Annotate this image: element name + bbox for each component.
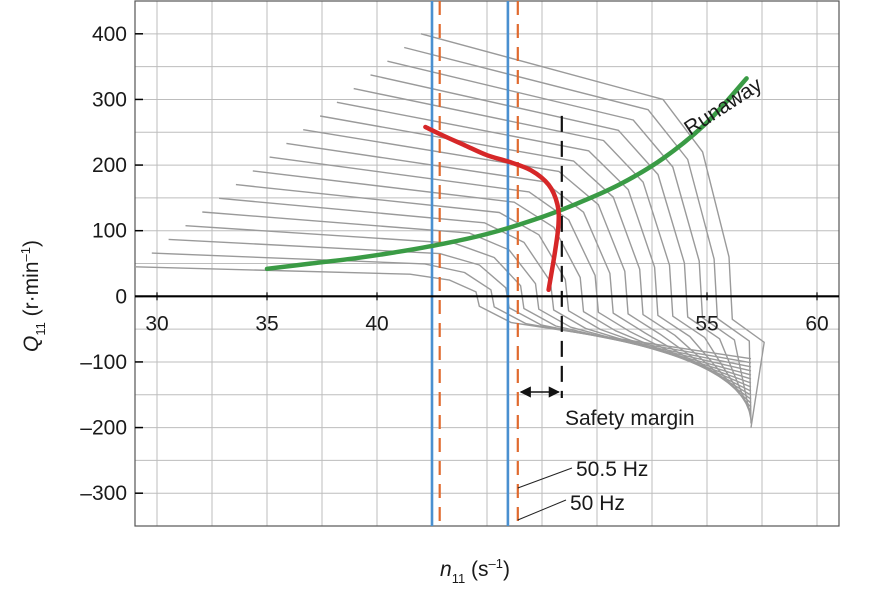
gray-curve <box>319 115 752 404</box>
y-tick-label: 0 <box>115 285 127 308</box>
series-group <box>264 76 749 293</box>
hz-high-leader <box>517 467 573 489</box>
x-tick-label: 30 <box>145 312 168 335</box>
gray-curve <box>303 129 752 400</box>
y-axis-title-sub: 11 <box>33 322 48 336</box>
y-tick-label: 200 <box>92 154 127 177</box>
x-axis-title-close: ) <box>503 558 510 581</box>
y-tick-label: 400 <box>92 23 127 46</box>
gray-curve <box>235 183 752 384</box>
x-axis-title: n11 (s–1) <box>440 556 510 586</box>
gray-curve <box>353 87 752 412</box>
x-axis-title-main: n <box>440 558 452 581</box>
gray-curve <box>420 33 765 428</box>
frequency-lines <box>430 1 563 526</box>
operating-curve-curve <box>423 124 562 293</box>
y-tick-label: 300 <box>92 88 127 111</box>
gray-curve <box>336 101 752 408</box>
y-tick-label: –200 <box>80 417 127 440</box>
hz-low-leader <box>517 499 567 521</box>
gray-curve <box>168 238 752 368</box>
gray-characteristic-curves <box>135 33 765 428</box>
y-tick-label: –300 <box>80 482 127 505</box>
gray-curve <box>387 60 752 420</box>
gray-curve <box>269 156 752 392</box>
x-axis-title-sup: –1 <box>489 556 503 571</box>
y-tick-label: –100 <box>80 351 127 374</box>
x-tick-label: 55 <box>695 312 718 335</box>
y-axis-title-sup: –1 <box>18 247 33 261</box>
gray-curve <box>135 266 752 360</box>
gray-curve <box>252 170 752 388</box>
y-axis-title-unit: (r·min <box>20 262 43 323</box>
safety-margin-label: Safety margin <box>565 407 695 430</box>
y-axis-title: Q11 (r·min–1) <box>18 240 48 352</box>
gray-curve <box>202 211 752 376</box>
grid <box>135 1 839 526</box>
x-tick-label: 35 <box>255 312 278 335</box>
x-tick-label: 60 <box>805 312 828 335</box>
y-ticks: 400 300 200 100 0 –100 –200 –300 <box>80 23 143 505</box>
gray-curve <box>404 46 752 424</box>
gray-curve <box>151 252 752 364</box>
runaway-label: Runaway <box>680 73 766 140</box>
x-tick-label: 40 <box>365 312 388 335</box>
plot-frame <box>134 0 840 527</box>
x-ticks: 30 35 40 55 60 <box>145 292 829 335</box>
x-axis-title-sub: 11 <box>452 571 466 586</box>
hz-high-label: 50.5 Hz <box>576 458 648 481</box>
runaway-curve <box>264 76 749 272</box>
y-axis-title-close: ) <box>20 240 43 247</box>
x-axis-title-unit: (s <box>465 558 488 581</box>
y-tick-label: 100 <box>92 220 127 243</box>
y-axis-title-main: Q <box>20 336 43 352</box>
gray-curve <box>370 74 752 416</box>
hz-low-label: 50 Hz <box>570 492 625 515</box>
